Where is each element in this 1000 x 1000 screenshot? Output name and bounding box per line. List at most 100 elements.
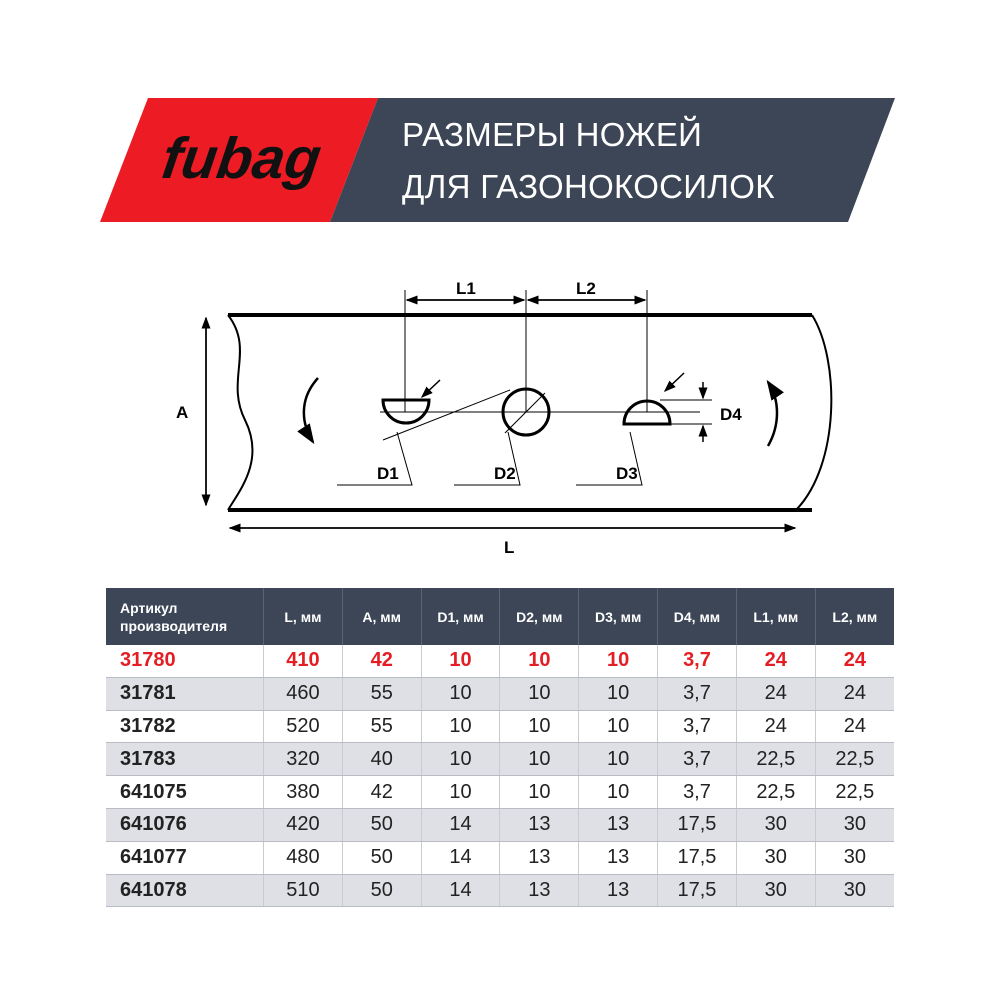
value-cell: 10 (578, 677, 659, 711)
value-cell: 10 (578, 775, 659, 809)
value-cell: 17,5 (657, 841, 737, 875)
value-cell: 3,7 (657, 742, 737, 777)
value-cell: 50 (342, 808, 422, 842)
value-cell: 10 (421, 645, 501, 678)
article-cell: 641076 (106, 808, 264, 842)
value-cell: 30 (736, 841, 816, 875)
blade-sizes-table: Артикул производителя L, мм A, мм D1, мм… (106, 588, 894, 908)
value-cell: 10 (499, 710, 580, 744)
table-row: 641076 420 50 14 13 13 17,5 30 30 (106, 808, 894, 842)
value-cell: 30 (736, 808, 816, 842)
value-cell: 17,5 (657, 874, 737, 908)
value-cell: 55 (342, 710, 422, 744)
value-cell: 13 (578, 841, 659, 875)
article-cell: 31781 (106, 677, 264, 711)
col-header: Артикул производителя (106, 588, 264, 645)
value-cell: 10 (421, 677, 501, 711)
value-cell: 10 (578, 710, 659, 744)
value-cell: 510 (263, 874, 343, 908)
value-cell: 480 (263, 841, 343, 875)
value-cell: 30 (815, 808, 894, 842)
label-d1: D1 (377, 464, 399, 483)
page-title-line2: ДЛЯ ГАЗОНОКОСИЛОК (402, 168, 775, 205)
col-header: D1, мм (421, 588, 501, 645)
article-cell: 31780 (106, 645, 264, 678)
value-cell: 24 (736, 710, 816, 744)
value-cell: 30 (736, 874, 816, 908)
label-d4: D4 (720, 405, 742, 424)
value-cell: 3,7 (657, 645, 737, 678)
value-cell: 520 (263, 710, 343, 744)
dark-panel (330, 98, 895, 222)
value-cell: 13 (578, 874, 659, 908)
value-cell: 17,5 (657, 808, 737, 842)
value-cell: 40 (342, 742, 422, 777)
col-header: D2, мм (499, 588, 580, 645)
value-cell: 13 (499, 874, 580, 908)
label-d2: D2 (494, 464, 516, 483)
value-cell: 24 (815, 677, 894, 711)
value-cell: 22,5 (815, 775, 894, 809)
article-cell: 31782 (106, 710, 264, 744)
value-cell: 55 (342, 677, 422, 711)
value-cell: 3,7 (657, 775, 737, 809)
article-cell: 641077 (106, 841, 264, 875)
value-cell: 14 (421, 808, 501, 842)
col-header: D4, мм (657, 588, 737, 645)
table-row: 641075 380 42 10 10 10 3,7 22,5 22,5 (106, 775, 894, 809)
table-row: 31783 320 40 10 10 10 3,7 22,5 22,5 (106, 742, 894, 777)
red-panel (100, 98, 378, 222)
value-cell: 24 (815, 645, 894, 678)
value-cell: 10 (499, 645, 580, 678)
value-cell: 10 (421, 710, 501, 744)
article-cell: 641075 (106, 775, 264, 809)
value-cell: 320 (263, 742, 343, 777)
value-cell: 30 (815, 874, 894, 908)
blade-diagram: L1 L2 A L D1 D2 D3 D4 (176, 279, 833, 557)
col-header: L2, мм (815, 588, 894, 645)
value-cell: 460 (263, 677, 343, 711)
label-d3: D3 (616, 464, 638, 483)
label-l: L (504, 538, 514, 557)
value-cell: 410 (263, 645, 343, 678)
label-a: A (176, 403, 188, 422)
value-cell: 13 (499, 808, 580, 842)
table-header-row: Артикул производителя L, мм A, мм D1, мм… (106, 588, 894, 645)
value-cell: 42 (342, 645, 422, 678)
article-cell: 641078 (106, 874, 264, 908)
col-header: L1, мм (736, 588, 816, 645)
value-cell: 380 (263, 775, 343, 809)
col-header: D3, мм (578, 588, 659, 645)
value-cell: 13 (499, 841, 580, 875)
value-cell: 42 (342, 775, 422, 809)
value-cell: 50 (342, 874, 422, 908)
col-header: L, мм (263, 588, 343, 645)
article-cell: 31783 (106, 742, 264, 777)
value-cell: 50 (342, 841, 422, 875)
value-cell: 22,5 (815, 742, 894, 777)
value-cell: 13 (578, 808, 659, 842)
value-cell: 10 (499, 775, 580, 809)
table-row: 31780 410 42 10 10 10 3,7 24 24 (106, 645, 894, 678)
value-cell: 24 (736, 645, 816, 678)
value-cell: 22,5 (736, 742, 816, 777)
page-title-line1: РАЗМЕРЫ НОЖЕЙ (402, 116, 703, 153)
table-row: 31782 520 55 10 10 10 3,7 24 24 (106, 710, 894, 744)
value-cell: 10 (421, 742, 501, 777)
value-cell: 22,5 (736, 775, 816, 809)
table-row: 641078 510 50 14 13 13 17,5 30 30 (106, 874, 894, 908)
value-cell: 10 (578, 645, 659, 678)
value-cell: 10 (499, 742, 580, 777)
fubag-logo: fubag (158, 126, 325, 191)
header-banner: fubag (100, 98, 895, 222)
col-header: A, мм (342, 588, 422, 645)
value-cell: 14 (421, 841, 501, 875)
label-l2: L2 (576, 279, 596, 298)
value-cell: 420 (263, 808, 343, 842)
value-cell: 24 (815, 710, 894, 744)
value-cell: 10 (578, 742, 659, 777)
value-cell: 30 (815, 841, 894, 875)
value-cell: 24 (736, 677, 816, 711)
value-cell: 10 (421, 775, 501, 809)
value-cell: 3,7 (657, 677, 737, 711)
